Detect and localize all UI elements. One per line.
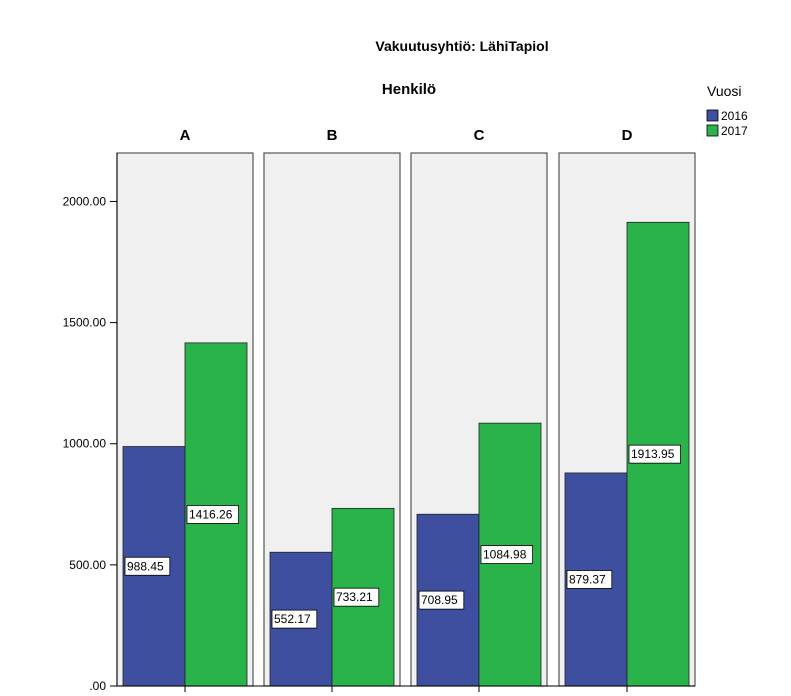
- data-label-box: [480, 545, 533, 564]
- legend-title: Vuosi: [707, 83, 742, 99]
- panel-label-A: A: [180, 127, 191, 144]
- legend-label-2016: 2016: [721, 109, 748, 123]
- y-axis: .00 500.00 1000.00 1500.00 2000.00: [63, 153, 118, 693]
- panel-A: A 988.45 1416.26: [116, 127, 254, 692]
- panel-C: C 708.95 1084.98: [410, 127, 548, 692]
- data-label-A-2017: 1416.26: [189, 507, 233, 521]
- y-tick-label: 1500.00: [63, 316, 107, 330]
- data-label-box: [418, 590, 465, 610]
- data-label-box: [124, 556, 171, 576]
- data-label-B-2017: 733.21: [336, 590, 373, 604]
- legend: Vuosi 2016 2017: [706, 83, 748, 138]
- data-label-box: [271, 609, 318, 629]
- legend-swatch-2017: [706, 124, 719, 137]
- chart-subtitle: Henkilö: [382, 81, 436, 98]
- y-tick-label: .00: [89, 679, 106, 693]
- data-label-D-2016: 879.37: [569, 572, 606, 586]
- panel-label-C: C: [474, 127, 485, 144]
- panel-label-B: B: [327, 127, 338, 144]
- panel-label-D: D: [622, 127, 633, 144]
- legend-swatch-2016: [706, 109, 719, 122]
- data-label-box: [333, 587, 380, 607]
- data-label-C-2016: 708.95: [421, 593, 458, 607]
- data-label-A-2016: 988.45: [127, 559, 164, 573]
- legend-label-2017: 2017: [721, 124, 748, 138]
- chart-title: Vakuutusyhtiö: LähiTapiol: [375, 38, 548, 54]
- y-tick-label: 2000.00: [63, 194, 107, 208]
- data-label-box: [566, 570, 613, 589]
- data-label-B-2016: 552.17: [274, 612, 311, 626]
- data-label-box: [186, 505, 239, 524]
- y-tick-label: 500.00: [69, 558, 106, 572]
- panel-B: B 552.17 733.21: [263, 127, 401, 692]
- panels: A 988.45 1416.26 B 552.17 733.21 C 708.95 1084.9…: [116, 127, 696, 692]
- y-tick-label: 1000.00: [63, 437, 107, 451]
- data-label-D-2017: 1913.95: [631, 447, 675, 461]
- data-label-box: [628, 444, 681, 464]
- data-label-C-2017: 1084.98: [483, 548, 527, 562]
- panel-D: D 879.37 1913.95: [558, 127, 696, 692]
